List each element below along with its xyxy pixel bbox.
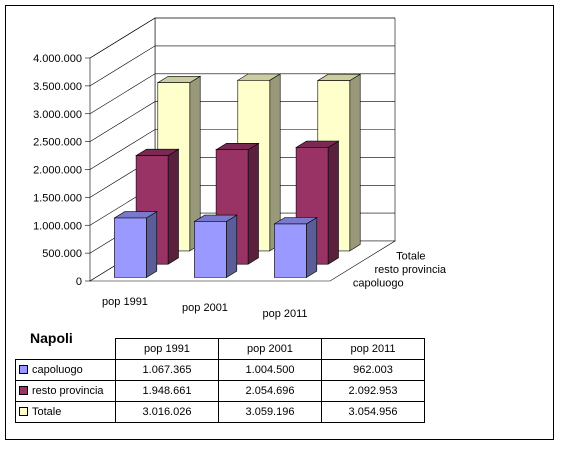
x-tick-label: pop 2011 — [262, 308, 307, 320]
table-row-label: Totale — [15, 401, 116, 423]
depth-tick-label: Totale — [396, 251, 425, 263]
bar-capoluogo — [193, 214, 238, 279]
bar-capoluogo — [273, 216, 318, 279]
table-cell: 3.054.956 — [321, 401, 425, 423]
bar-resto-provincia — [295, 140, 340, 265]
table-cell: 3.016.026 — [115, 401, 219, 423]
bar-side-face — [146, 211, 158, 279]
table-row-label: capoluogo — [15, 359, 116, 381]
chart-3d-column: 0 500.000 1.000.000 1.500.000 2.000.000 2.500… — [33, 17, 447, 320]
row-label-text: capoluogo — [32, 364, 83, 376]
bar-side-face — [327, 140, 339, 265]
table-row-capoluogo: capoluogo 1.067.365 1.004.500 962.003 — [15, 359, 425, 381]
bar-front-face — [114, 217, 147, 278]
row-label-text: Totale — [32, 406, 62, 418]
y-tick-label: 1.000.000 — [33, 220, 82, 232]
row-label-text: resto provincia — [32, 385, 104, 397]
depth-tick-label: capoluogo — [353, 277, 404, 289]
table-title: Napoli — [30, 330, 73, 346]
y-tick-label: 2.000.000 — [33, 165, 82, 177]
table-cell: 962.003 — [321, 359, 425, 381]
y-tick-label: 3.500.000 — [33, 81, 82, 93]
bar-side-face — [349, 73, 361, 252]
table-header-cell: pop 1991 — [115, 338, 219, 360]
table-corner — [16, 339, 116, 360]
x-axis-tick-labels: pop 1991 pop 2001 pop 2011 — [102, 296, 307, 320]
table-cell: 1.948.661 — [115, 380, 219, 402]
legend-swatch-totale — [19, 407, 28, 416]
y-axis-tick-labels: 0 500.000 1.000.000 1.500.000 2.000.000 2.500… — [33, 53, 82, 288]
legend-swatch-capoluogo — [19, 365, 28, 374]
y-tick-label: 500.000 — [42, 248, 82, 260]
depth-tick-label: resto provincia — [375, 264, 447, 276]
table-row-totale: Totale 3.016.026 3.059.196 3.054.956 — [15, 401, 425, 423]
bar-capoluogo — [113, 211, 158, 279]
gridline — [89, 45, 395, 87]
y-tick-label: 1.500.000 — [33, 192, 82, 204]
table-header-cell: pop 2001 — [218, 338, 322, 360]
table-cell: 2.054.696 — [218, 380, 322, 402]
bar-side-face — [167, 148, 179, 265]
table-row-label: resto provincia — [15, 380, 116, 402]
table-row-resto-provincia: resto provincia 1.948.661 2.054.696 2.09… — [15, 380, 425, 402]
table-header-cell: pop 2011 — [321, 338, 425, 360]
y-tick-label: 4.000.000 — [33, 53, 82, 65]
bar-front-face — [194, 221, 227, 278]
chart-bars — [113, 73, 362, 279]
x-tick-label: pop 2001 — [182, 302, 228, 314]
table-cell: 3.059.196 — [218, 401, 322, 423]
bar-side-face — [306, 216, 318, 279]
data-table: pop 1991 pop 2001 pop 2011 capoluogo 1.0… — [15, 338, 425, 423]
bar-front-face — [274, 223, 307, 278]
x-tick-label: pop 1991 — [102, 296, 148, 308]
y-tick-label: 2.500.000 — [33, 137, 82, 149]
gridline — [89, 101, 395, 142]
table-header-row: pop 1991 pop 2001 pop 2011 — [16, 338, 425, 360]
legend-swatch-resto-provincia — [19, 386, 28, 395]
bar-side-face — [247, 142, 259, 265]
y-tick-label: 3.000.000 — [33, 109, 82, 121]
table-cell: 2.092.953 — [321, 380, 425, 402]
gridline — [89, 17, 395, 59]
table-cell: 1.067.365 — [115, 359, 219, 381]
y-tick-label: 0 — [76, 276, 82, 288]
bar-side-face — [226, 214, 238, 279]
gridline — [89, 129, 395, 170]
table-cell: 1.004.500 — [218, 359, 322, 381]
gridline — [89, 73, 395, 115]
